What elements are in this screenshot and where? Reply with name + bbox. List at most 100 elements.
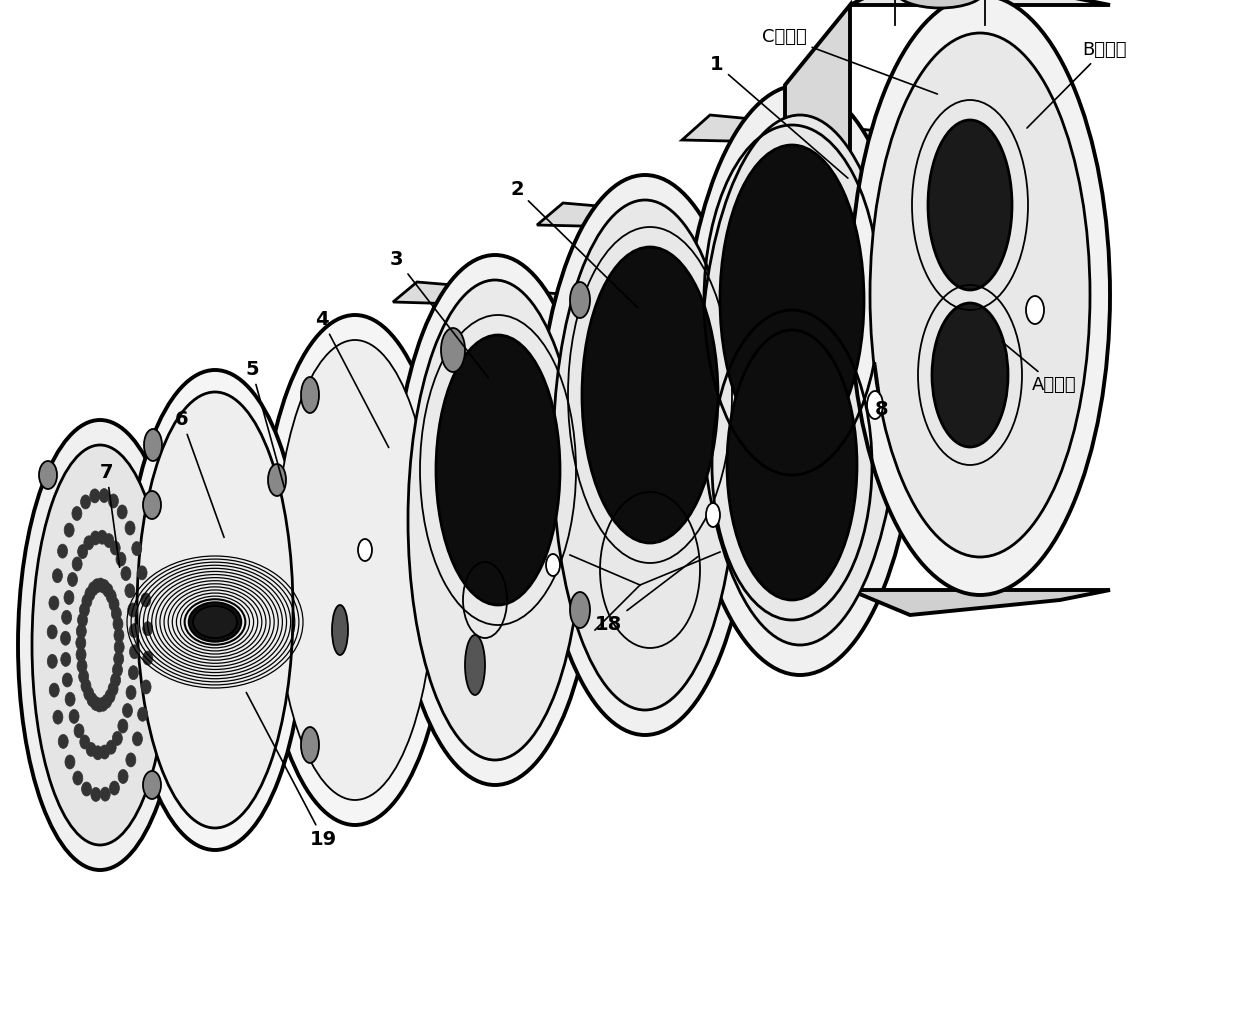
Ellipse shape — [89, 489, 99, 503]
Ellipse shape — [143, 771, 161, 799]
Text: 8: 8 — [875, 362, 889, 419]
Ellipse shape — [79, 603, 89, 617]
Ellipse shape — [107, 740, 117, 755]
Ellipse shape — [125, 584, 135, 597]
Text: 6: 6 — [175, 410, 224, 537]
Ellipse shape — [84, 587, 95, 601]
Ellipse shape — [91, 531, 100, 545]
Ellipse shape — [92, 579, 102, 593]
Ellipse shape — [72, 506, 82, 521]
Ellipse shape — [107, 589, 117, 603]
Text: B入料口: B入料口 — [1027, 41, 1126, 128]
Text: 3: 3 — [391, 250, 489, 378]
Polygon shape — [393, 282, 596, 308]
Ellipse shape — [268, 464, 286, 496]
Ellipse shape — [193, 606, 237, 638]
Ellipse shape — [64, 590, 74, 604]
Ellipse shape — [93, 745, 103, 760]
Ellipse shape — [74, 724, 84, 738]
Ellipse shape — [99, 489, 109, 502]
Ellipse shape — [393, 255, 596, 785]
Ellipse shape — [867, 391, 883, 419]
Ellipse shape — [57, 544, 67, 558]
Ellipse shape — [113, 617, 123, 631]
Ellipse shape — [114, 651, 124, 666]
Ellipse shape — [117, 505, 128, 519]
Ellipse shape — [682, 85, 918, 675]
Ellipse shape — [79, 735, 89, 749]
Ellipse shape — [64, 523, 74, 537]
Ellipse shape — [91, 787, 100, 801]
Ellipse shape — [112, 606, 122, 621]
Ellipse shape — [129, 624, 139, 638]
Ellipse shape — [110, 541, 120, 555]
Text: 5: 5 — [246, 360, 284, 487]
Ellipse shape — [99, 580, 109, 593]
Ellipse shape — [98, 697, 108, 712]
Ellipse shape — [114, 628, 124, 642]
Ellipse shape — [110, 673, 120, 687]
Ellipse shape — [62, 673, 72, 687]
Ellipse shape — [102, 694, 112, 709]
Ellipse shape — [58, 734, 68, 748]
Ellipse shape — [537, 175, 753, 735]
Ellipse shape — [84, 536, 94, 550]
Ellipse shape — [727, 330, 857, 600]
Text: C入料口: C入料口 — [763, 28, 937, 94]
Ellipse shape — [62, 611, 72, 624]
Ellipse shape — [78, 614, 88, 627]
Ellipse shape — [73, 771, 83, 785]
Text: 1: 1 — [711, 55, 848, 179]
Ellipse shape — [358, 539, 372, 561]
Ellipse shape — [82, 782, 92, 796]
Ellipse shape — [125, 752, 136, 767]
Ellipse shape — [136, 392, 293, 828]
Ellipse shape — [67, 573, 78, 586]
Ellipse shape — [129, 645, 139, 659]
Ellipse shape — [408, 280, 582, 760]
Ellipse shape — [114, 640, 124, 654]
Text: 7: 7 — [100, 463, 119, 568]
Ellipse shape — [66, 692, 76, 707]
Ellipse shape — [932, 303, 1008, 447]
Ellipse shape — [19, 420, 182, 870]
Ellipse shape — [76, 647, 86, 662]
Ellipse shape — [138, 708, 148, 721]
Ellipse shape — [48, 596, 60, 610]
Ellipse shape — [706, 503, 720, 527]
Ellipse shape — [928, 120, 1012, 290]
Ellipse shape — [141, 593, 151, 606]
Ellipse shape — [118, 719, 128, 733]
Ellipse shape — [109, 781, 119, 795]
Polygon shape — [849, 590, 1110, 615]
Ellipse shape — [81, 495, 91, 508]
Ellipse shape — [870, 33, 1090, 557]
Ellipse shape — [143, 622, 153, 636]
Ellipse shape — [32, 445, 167, 845]
Ellipse shape — [95, 578, 105, 592]
Ellipse shape — [701, 115, 900, 645]
Ellipse shape — [84, 687, 94, 700]
Ellipse shape — [260, 315, 450, 825]
Ellipse shape — [301, 377, 319, 414]
Ellipse shape — [465, 635, 485, 695]
Ellipse shape — [895, 0, 985, 8]
Ellipse shape — [133, 732, 143, 746]
Ellipse shape — [546, 554, 560, 576]
Ellipse shape — [125, 521, 135, 535]
Ellipse shape — [138, 566, 148, 580]
Ellipse shape — [91, 696, 100, 711]
Ellipse shape — [720, 145, 864, 455]
Ellipse shape — [52, 569, 62, 583]
Ellipse shape — [553, 200, 737, 710]
Ellipse shape — [123, 703, 133, 718]
Ellipse shape — [332, 605, 348, 655]
Ellipse shape — [118, 770, 128, 783]
Ellipse shape — [570, 282, 590, 318]
Ellipse shape — [69, 710, 79, 724]
Ellipse shape — [441, 328, 465, 372]
Ellipse shape — [61, 652, 71, 667]
Ellipse shape — [72, 557, 82, 571]
Ellipse shape — [105, 689, 115, 703]
Ellipse shape — [113, 731, 123, 745]
